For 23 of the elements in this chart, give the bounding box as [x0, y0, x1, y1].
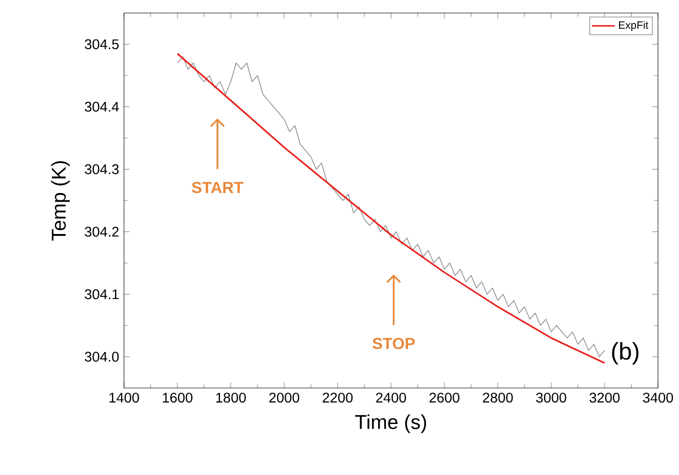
x-tick-label: 2800 [482, 392, 513, 403]
y-axis-title: Temp (K) [51, 161, 70, 241]
x-tick-label: 2600 [430, 392, 460, 403]
annotation: START [192, 182, 244, 194]
x-tick-label: 1400 [110, 392, 140, 403]
x-tick-label: 3200 [590, 392, 620, 403]
x-axis-title: Time (s) [355, 414, 426, 434]
y-tick-label: 304.5 [84, 39, 119, 50]
x-tick-label: 2400 [376, 392, 406, 403]
y-tick-label: 304.1 [84, 289, 119, 300]
x-tick-label: 2200 [322, 392, 353, 403]
x-tick-label: 1600 [162, 392, 192, 403]
y-tick-label: 304.3 [84, 164, 119, 174]
x-tick-label: 2000 [269, 392, 300, 403]
legend-label: ExpFit [619, 21, 648, 31]
annotation: (b) [612, 342, 638, 365]
y-tick-label: 304.0 [84, 352, 119, 362]
y-tick-label: 304.2 [84, 226, 119, 237]
x-tick-label: 1800 [216, 392, 246, 403]
x-tick-label: 3000 [536, 392, 566, 403]
y-tick-label: 304.4 [84, 102, 119, 112]
x-tick-label: 3400 [642, 392, 674, 403]
annotation: STOP [372, 338, 415, 350]
